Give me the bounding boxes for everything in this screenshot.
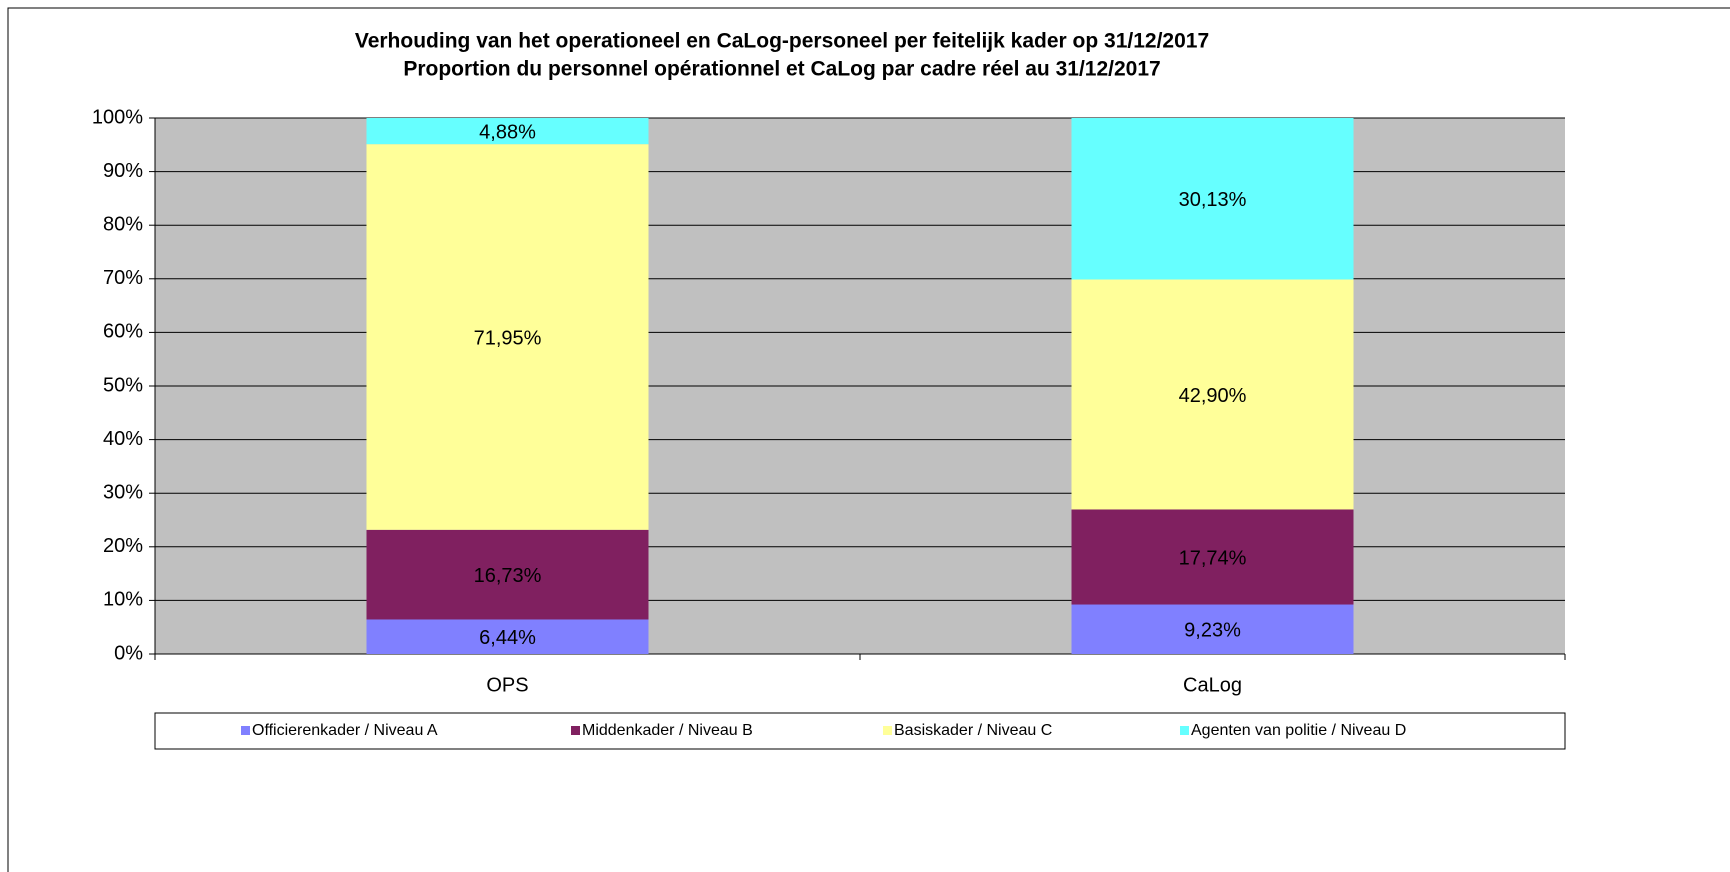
legend-label: Basiskader / Niveau C	[894, 722, 1052, 739]
legend-swatch	[571, 726, 580, 735]
legend	[154, 712, 1566, 750]
bar-segment	[366, 118, 649, 145]
bar-segment	[1071, 604, 1354, 654]
data-label: 42,90%	[1179, 385, 1247, 407]
y-tick-label: 40%	[103, 428, 143, 450]
bar-segment	[366, 619, 649, 654]
data-label: 71,95%	[474, 327, 542, 349]
legend-swatch	[883, 726, 892, 735]
data-label: 4,88%	[479, 121, 536, 143]
chart-title: Verhouding van het operationeel en CaLog…	[355, 30, 1209, 53]
y-tick-label: 60%	[103, 321, 143, 343]
data-label: 9,23%	[1184, 620, 1241, 642]
y-tick-label: 90%	[103, 160, 143, 182]
bar-segment	[1071, 509, 1354, 605]
legend-label: Middenkader / Niveau B	[582, 722, 753, 739]
data-label: 30,13%	[1179, 189, 1247, 211]
bar-segment	[366, 529, 649, 620]
legend-swatch	[1180, 726, 1189, 735]
legend-label: Officierenkader / Niveau A	[252, 722, 438, 739]
x-tick-label: OPS	[486, 674, 528, 696]
legend-label: Agenten van politie / Niveau D	[1191, 722, 1406, 739]
data-label: 16,73%	[474, 565, 542, 587]
bar-segment	[366, 144, 649, 530]
legend-swatch	[241, 726, 250, 735]
chart-subtitle: Proportion du personnel opérationnel et …	[403, 58, 1160, 81]
y-tick-label: 50%	[103, 374, 143, 396]
bar-segment	[1071, 279, 1354, 510]
bar-segment	[1071, 118, 1354, 280]
data-label: 6,44%	[479, 627, 536, 649]
y-tick-label: 10%	[103, 589, 143, 611]
y-tick-label: 70%	[103, 267, 143, 289]
y-tick-label: 0%	[114, 642, 143, 664]
y-tick-label: 80%	[103, 213, 143, 235]
y-tick-label: 100%	[92, 106, 143, 128]
data-label: 17,74%	[1179, 547, 1247, 569]
y-tick-label: 30%	[103, 481, 143, 503]
x-tick-label: CaLog	[1183, 674, 1242, 696]
y-tick-label: 20%	[103, 535, 143, 557]
